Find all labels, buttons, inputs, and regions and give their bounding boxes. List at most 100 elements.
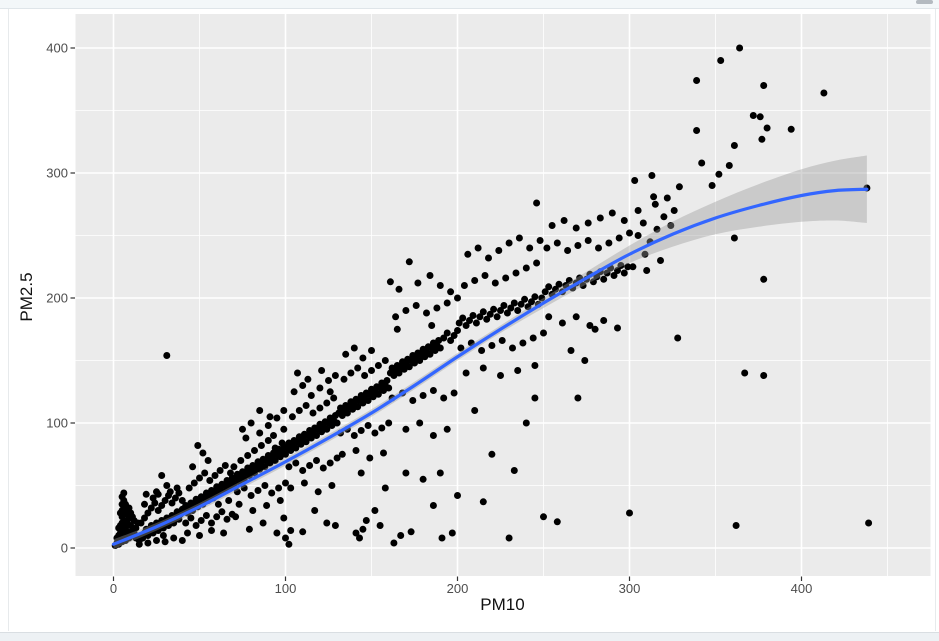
data-point (560, 217, 568, 224)
data-point (242, 434, 250, 442)
data-point (197, 517, 205, 524)
data-point (589, 278, 597, 286)
data-point (497, 307, 504, 314)
data-point (481, 272, 489, 279)
data-point (206, 477, 214, 484)
data-point (469, 312, 477, 319)
data-point (208, 527, 215, 534)
data-point (192, 522, 200, 529)
data-point (486, 310, 494, 318)
data-point (419, 475, 427, 483)
data-point (567, 347, 575, 354)
data-point (756, 113, 764, 121)
data-point (202, 512, 210, 519)
data-point (531, 362, 539, 369)
data-point (670, 207, 678, 214)
data-point (392, 313, 400, 321)
data-point (760, 372, 768, 379)
data-point (287, 484, 295, 492)
data-point (316, 404, 324, 412)
data-point (199, 449, 207, 457)
data-point (342, 350, 350, 358)
data-point (178, 497, 186, 504)
data-point (675, 183, 683, 191)
data-point (247, 492, 255, 499)
data-point (333, 454, 341, 462)
data-point (318, 367, 326, 374)
data-point (350, 432, 358, 439)
data-point (364, 422, 372, 429)
data-point (443, 299, 451, 307)
data-point (218, 508, 226, 516)
data-point (278, 439, 286, 447)
data-point (300, 479, 308, 487)
data-point (366, 454, 374, 462)
data-point (314, 488, 322, 496)
data-point (448, 529, 456, 537)
data-point (438, 534, 446, 542)
scrollbar-thumb[interactable] (916, 0, 933, 4)
data-point (368, 347, 375, 354)
data-point (364, 397, 372, 404)
data-point (436, 282, 444, 289)
data-point (287, 527, 295, 534)
data-point (412, 302, 420, 309)
data-point (522, 264, 530, 272)
data-point (479, 308, 487, 316)
data-point (323, 399, 331, 407)
x-tick-labels: 0 100 200 300 400 (110, 581, 812, 596)
data-point (631, 177, 639, 184)
data-point (275, 484, 283, 492)
data-point (331, 522, 339, 529)
data-point (261, 463, 269, 471)
data-point (352, 529, 360, 537)
data-point (586, 322, 594, 329)
data-point (144, 509, 152, 517)
data-point (135, 540, 143, 548)
data-point (182, 519, 190, 527)
data-point (454, 327, 461, 334)
data-point (462, 322, 470, 329)
data-point (626, 229, 633, 237)
data-point (390, 539, 398, 547)
data-point (204, 457, 212, 464)
data-point (304, 375, 312, 383)
data-point (548, 222, 556, 229)
data-point (491, 279, 499, 287)
data-point (271, 444, 279, 452)
data-point (128, 513, 136, 521)
data-point (591, 325, 599, 333)
data-point (309, 409, 317, 417)
data-point (536, 237, 544, 244)
data-point (717, 57, 725, 64)
data-point (333, 419, 341, 427)
data-point (565, 277, 573, 284)
data-point (533, 259, 541, 267)
data-point (137, 519, 145, 527)
data-point (270, 432, 277, 439)
data-point (302, 402, 310, 409)
data-point (626, 509, 633, 517)
data-point (443, 425, 451, 433)
data-point (386, 278, 394, 286)
data-point (595, 244, 602, 252)
data-point (732, 522, 740, 529)
data-point (763, 124, 771, 132)
data-point (393, 325, 401, 333)
data-point (820, 89, 828, 97)
data-point (479, 498, 487, 506)
data-point (483, 315, 491, 323)
svg-text:100: 100 (46, 416, 68, 431)
data-point (457, 344, 465, 352)
data-point (553, 518, 561, 526)
data-point (280, 425, 288, 433)
data-point (232, 513, 240, 521)
data-point (313, 457, 320, 464)
data-point (328, 482, 336, 489)
data-point (158, 502, 166, 509)
data-point (249, 507, 257, 514)
data-point (663, 194, 671, 202)
data-point (273, 414, 281, 422)
data-point (603, 269, 611, 277)
